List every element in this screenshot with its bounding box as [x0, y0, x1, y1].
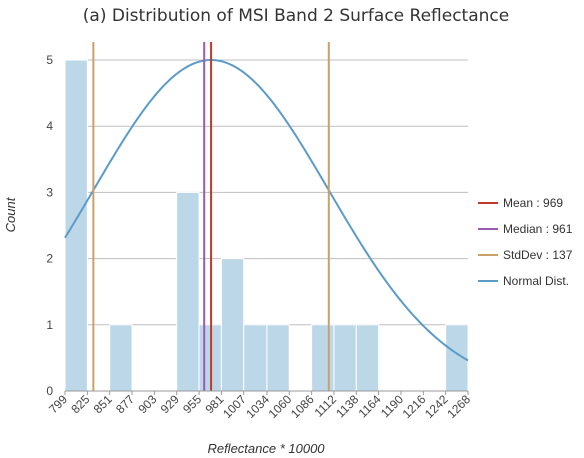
x-tick-label: 1190 [378, 392, 406, 420]
histogram-bar [356, 325, 378, 391]
histogram-bar [177, 192, 199, 391]
x-tick-label: 1060 [266, 392, 295, 421]
x-tick-label: 825 [68, 392, 92, 416]
histogram-bar [267, 325, 289, 391]
y-tick-label: 2 [46, 252, 53, 266]
x-tick-label: 1268 [444, 392, 473, 421]
legend-label-mean: Mean : 969 [503, 196, 563, 210]
legend: Mean : 969 Median : 961 StdDev : 137 Normal… [478, 196, 573, 288]
legend-label-median: Median : 961 [503, 222, 573, 236]
histogram-bar [110, 325, 132, 391]
x-tick-label: 1242 [422, 392, 451, 421]
histogram-bar [244, 325, 267, 391]
x-tick-label: 1138 [333, 392, 361, 420]
histogram-bar [334, 325, 356, 391]
y-tick-label: 3 [46, 185, 53, 199]
y-tick-label: 0 [46, 384, 53, 398]
grid-lines [65, 60, 468, 325]
x-tick-label: 955 [180, 392, 204, 416]
legend-label-stddev: StdDev : 137 [503, 248, 573, 262]
x-tick-label: 851 [91, 392, 115, 416]
histogram-bars [65, 60, 468, 391]
x-tick-label: 1216 [400, 392, 429, 421]
x-axis-label: Reflectance * 10000 [207, 441, 325, 456]
chart-title: (a) Distribution of MSI Band 2 Surface R… [83, 6, 509, 26]
y-axis-label: Count [3, 196, 18, 232]
y-tick-labels: 0 1 2 3 4 5 [46, 53, 53, 398]
legend-label-normal: Normal Dist. [503, 274, 569, 288]
x-tick-label: 1112 [312, 392, 340, 420]
y-tick-label: 1 [46, 318, 53, 332]
y-tick-label: 5 [46, 53, 53, 67]
normal-distribution-curve [65, 60, 468, 360]
x-tick-label: 1007 [220, 392, 249, 421]
x-tick-label: 877 [113, 392, 137, 416]
histogram-bar [312, 325, 334, 391]
x-tick-label: 1164 [356, 392, 384, 420]
y-tick-label: 4 [46, 119, 53, 133]
x-tick-label: 1034 [243, 392, 272, 421]
normal-curve-layer [65, 60, 468, 360]
histogram-bar [221, 259, 243, 391]
x-tick-label: 929 [158, 392, 182, 416]
histogram-bar [65, 60, 87, 391]
x-tick-labels: 7998258518779039299559811007103410601086… [46, 391, 473, 421]
x-tick-label: 903 [135, 392, 159, 416]
x-tick-label: 1086 [288, 392, 317, 421]
